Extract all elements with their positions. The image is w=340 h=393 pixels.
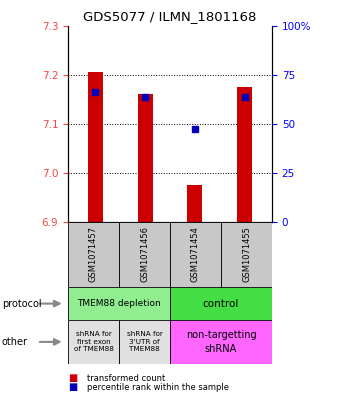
Bar [119, 320, 170, 364]
Bar [68, 287, 170, 320]
Bar [237, 87, 252, 222]
Text: protocol: protocol [2, 299, 41, 309]
Bar [68, 320, 119, 364]
Text: ■: ■ [68, 373, 77, 383]
Text: GSM1071454: GSM1071454 [191, 226, 200, 283]
Bar [170, 320, 272, 364]
Bar [119, 222, 170, 287]
Text: ■: ■ [68, 382, 77, 392]
Text: GSM1071456: GSM1071456 [140, 226, 149, 283]
Bar [68, 222, 119, 287]
Text: GSM1071455: GSM1071455 [242, 226, 251, 283]
Text: shRNA for
first exon
of TMEM88: shRNA for first exon of TMEM88 [73, 331, 114, 353]
Bar [88, 72, 103, 222]
Bar [170, 222, 221, 287]
Bar [138, 94, 153, 222]
Text: other: other [2, 337, 28, 347]
Text: shRNA for
3'UTR of
TMEM88: shRNA for 3'UTR of TMEM88 [126, 331, 163, 353]
Text: percentile rank within the sample: percentile rank within the sample [87, 383, 229, 391]
Text: TMEM88 depletion: TMEM88 depletion [77, 299, 161, 308]
Text: control: control [203, 299, 239, 309]
Bar [221, 222, 272, 287]
Text: non-targetting
shRNA: non-targetting shRNA [186, 330, 256, 354]
Bar [187, 185, 202, 222]
Bar [170, 287, 272, 320]
Text: transformed count: transformed count [87, 374, 165, 382]
Text: GSM1071457: GSM1071457 [89, 226, 98, 283]
Title: GDS5077 / ILMN_1801168: GDS5077 / ILMN_1801168 [83, 10, 257, 23]
